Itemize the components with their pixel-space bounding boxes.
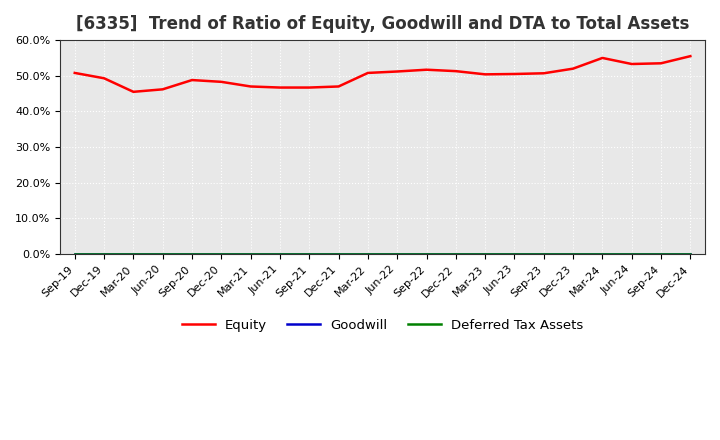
- Goodwill: [276, 252, 284, 257]
- Deferred Tax Assets: [305, 252, 314, 257]
- Goodwill: [627, 252, 636, 257]
- Equity: [657, 61, 665, 66]
- Equity: [627, 61, 636, 66]
- Deferred Tax Assets: [598, 252, 607, 257]
- Goodwill: [451, 252, 460, 257]
- Goodwill: [188, 252, 197, 257]
- Title: [6335]  Trend of Ratio of Equity, Goodwill and DTA to Total Assets: [6335] Trend of Ratio of Equity, Goodwil…: [76, 15, 689, 33]
- Goodwill: [598, 252, 607, 257]
- Goodwill: [158, 252, 167, 257]
- Deferred Tax Assets: [451, 252, 460, 257]
- Deferred Tax Assets: [686, 252, 695, 257]
- Equity: [598, 55, 607, 61]
- Deferred Tax Assets: [158, 252, 167, 257]
- Deferred Tax Assets: [422, 252, 431, 257]
- Deferred Tax Assets: [71, 252, 79, 257]
- Goodwill: [569, 252, 577, 257]
- Equity: [276, 85, 284, 90]
- Equity: [71, 70, 79, 76]
- Equity: [100, 76, 109, 81]
- Equity: [364, 70, 372, 76]
- Equity: [451, 69, 460, 74]
- Deferred Tax Assets: [481, 252, 490, 257]
- Goodwill: [364, 252, 372, 257]
- Deferred Tax Assets: [393, 252, 402, 257]
- Equity: [158, 87, 167, 92]
- Deferred Tax Assets: [246, 252, 255, 257]
- Deferred Tax Assets: [129, 252, 138, 257]
- Goodwill: [100, 252, 109, 257]
- Equity: [481, 72, 490, 77]
- Goodwill: [657, 252, 665, 257]
- Equity: [686, 54, 695, 59]
- Deferred Tax Assets: [334, 252, 343, 257]
- Goodwill: [129, 252, 138, 257]
- Goodwill: [334, 252, 343, 257]
- Goodwill: [539, 252, 548, 257]
- Deferred Tax Assets: [510, 252, 519, 257]
- Deferred Tax Assets: [627, 252, 636, 257]
- Deferred Tax Assets: [188, 252, 197, 257]
- Equity: [393, 69, 402, 74]
- Deferred Tax Assets: [217, 252, 225, 257]
- Deferred Tax Assets: [569, 252, 577, 257]
- Equity: [305, 85, 314, 90]
- Goodwill: [481, 252, 490, 257]
- Deferred Tax Assets: [276, 252, 284, 257]
- Goodwill: [510, 252, 519, 257]
- Deferred Tax Assets: [100, 252, 109, 257]
- Equity: [422, 67, 431, 72]
- Goodwill: [71, 252, 79, 257]
- Goodwill: [217, 252, 225, 257]
- Legend: Equity, Goodwill, Deferred Tax Assets: Equity, Goodwill, Deferred Tax Assets: [176, 314, 589, 337]
- Deferred Tax Assets: [657, 252, 665, 257]
- Deferred Tax Assets: [364, 252, 372, 257]
- Line: Equity: Equity: [75, 56, 690, 92]
- Equity: [129, 89, 138, 95]
- Goodwill: [422, 252, 431, 257]
- Equity: [510, 71, 519, 77]
- Equity: [217, 79, 225, 84]
- Goodwill: [393, 252, 402, 257]
- Equity: [334, 84, 343, 89]
- Goodwill: [305, 252, 314, 257]
- Goodwill: [686, 252, 695, 257]
- Deferred Tax Assets: [539, 252, 548, 257]
- Equity: [569, 66, 577, 71]
- Goodwill: [246, 252, 255, 257]
- Equity: [188, 77, 197, 83]
- Equity: [539, 71, 548, 76]
- Equity: [246, 84, 255, 89]
